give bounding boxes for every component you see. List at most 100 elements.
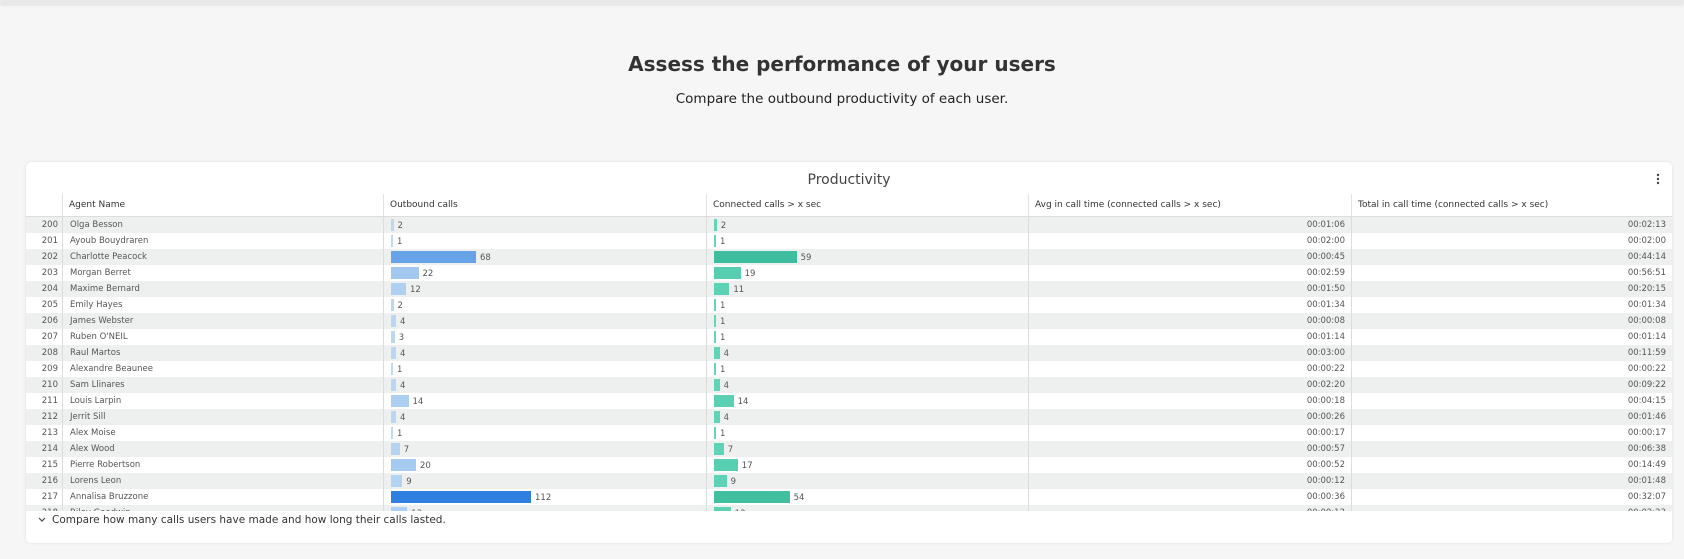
agent-name: Maxime Bernard: [62, 281, 383, 297]
total-time: 00:01:34: [1351, 297, 1672, 313]
outbound-value: 14: [412, 397, 424, 407]
connected-bar: [714, 427, 716, 439]
total-time: 00:20:15: [1351, 281, 1672, 297]
table-row: 212 Jerrit Sill 4 4 00:00:26 00:01:46: [26, 409, 1672, 425]
outbound-value: 2: [397, 221, 403, 231]
table-row: 214 Alex Wood 7 7 00:00:57 00:06:38: [26, 441, 1672, 457]
table-row: 211 Louis Larpin 14 14 00:00:18 00:04:15: [26, 393, 1672, 409]
connected-bar: [714, 475, 727, 487]
footer[interactable]: Compare how many calls users have made a…: [38, 514, 446, 526]
total-time: 00:00:17: [1351, 425, 1672, 441]
column-header: Total in call time (connected calls > x …: [1351, 194, 1672, 216]
avg-time: 00:00:18: [1028, 393, 1351, 409]
row-index: 208: [41, 348, 58, 358]
connected-value: 1: [720, 365, 726, 375]
avg-time: 00:01:50: [1028, 281, 1351, 297]
row-index: 204: [41, 284, 58, 294]
row-index: 201: [41, 236, 58, 246]
outbound-bar: [391, 283, 406, 295]
outbound-cell: 4: [383, 345, 706, 361]
agent-name: Emily Hayes: [62, 297, 383, 313]
outbound-cell: 2: [383, 217, 706, 233]
agent-name: Jerrit Sill: [62, 409, 383, 425]
outbound-bar: [391, 427, 393, 439]
avg-time: 00:02:59: [1028, 265, 1351, 281]
avg-time: 00:00:17: [1028, 425, 1351, 441]
outbound-value: 7: [403, 445, 410, 455]
avg-time: 00:00:12: [1028, 505, 1351, 511]
outbound-value: 1: [397, 237, 403, 247]
connected-value: 12: [735, 506, 746, 511]
outbound-value: 13: [411, 506, 422, 511]
column-header: Agent Name: [62, 194, 383, 216]
outbound-bar: [391, 475, 403, 487]
outbound-bar: [391, 219, 394, 231]
row-index: 216: [41, 476, 58, 486]
outbound-value: 22: [422, 269, 434, 279]
chevron: [38, 517, 46, 522]
connected-bar: [714, 411, 720, 423]
total-time: 00:09:22: [1351, 377, 1672, 393]
outbound-cell: 4: [383, 377, 706, 393]
total-time: 00:06:38: [1351, 441, 1672, 457]
outbound-cell: 13: [383, 505, 706, 511]
agent-name: Riley Goodwin: [62, 505, 383, 511]
total-time: 00:44:14: [1351, 249, 1672, 265]
outbound-value: 1: [397, 429, 403, 439]
total-time: 00:56:51: [1351, 265, 1672, 281]
connected-value: 1: [720, 429, 726, 439]
connected-cell: 1: [706, 425, 1028, 441]
outbound-bar: [391, 331, 395, 343]
connected-bar: [714, 283, 730, 295]
table-row: 206 James Webster 4 1 00:00:08 00:00:08: [26, 313, 1672, 329]
table-header: Agent Name Outbound calls Connected calls …: [26, 194, 1672, 217]
avg-time: 00:01:34: [1028, 297, 1351, 313]
connected-bar: [714, 459, 738, 471]
connected-cell: 1: [706, 361, 1028, 377]
connected-value: 1: [720, 333, 726, 343]
avg-time: 00:00:57: [1028, 441, 1351, 457]
connected-cell: 9: [706, 473, 1028, 489]
connected-bar: [714, 235, 716, 247]
connected-bar: [714, 507, 731, 511]
menu-icon[interactable]: [1656, 173, 1660, 185]
connected-value: 4: [723, 413, 730, 423]
connected-bar: [714, 299, 716, 311]
connected-bar: [714, 395, 734, 407]
connected-cell: 7: [706, 441, 1028, 457]
row-index: 206: [41, 316, 58, 326]
outbound-bar: [391, 347, 396, 359]
connected-cell: 14: [706, 393, 1028, 409]
table-row: 203 Morgan Berret 22 19 00:02:59 00:56:51: [26, 265, 1672, 281]
table-row: 207 Ruben O'NEIL 3 1 00:01:14 00:01:14: [26, 329, 1672, 345]
row-index: 215: [41, 460, 58, 470]
avg-time: 00:01:14: [1028, 329, 1351, 345]
table-row: 217 Annalisa Bruzzone 112 54 00:00:36 00:32:0…: [26, 489, 1672, 505]
outbound-cell: 1: [383, 361, 706, 377]
outbound-value: 68: [480, 253, 491, 263]
total-time: 00:00:08: [1351, 313, 1672, 329]
outbound-value: 4: [400, 317, 406, 327]
agent-name: Lorens Leon: [62, 473, 383, 489]
outbound-value: 112: [535, 493, 552, 503]
connected-cell: 19: [706, 265, 1028, 281]
total-time: 00:01:48: [1351, 473, 1672, 489]
table-row: 210 Sam Llinares 4 4 00:02:20 00:09:22: [26, 377, 1672, 393]
row-index: 217: [41, 492, 58, 502]
outbound-bar: [391, 491, 531, 503]
total-time: 00:01:46: [1351, 409, 1672, 425]
connected-value: 19: [744, 269, 756, 279]
agent-name: James Webster: [62, 313, 383, 329]
page-title: Assess the performance of your users: [628, 52, 1056, 76]
outbound-cell: 1: [383, 233, 706, 249]
outbound-bar: [391, 395, 409, 407]
avg-time: 00:00:26: [1028, 409, 1351, 425]
row-index: 202: [41, 252, 58, 262]
connected-bar: [714, 363, 716, 375]
connected-value: 17: [741, 461, 753, 471]
table-body: 200 Olga Besson 2 2 00:01:06 00:02:13 201 Ayoub…: [26, 217, 1672, 511]
table-row: 216 Lorens Leon 9 9 00:00:12 00:01:48: [26, 473, 1672, 489]
outbound-bar: [391, 267, 419, 279]
connected-cell: 4: [706, 409, 1028, 425]
